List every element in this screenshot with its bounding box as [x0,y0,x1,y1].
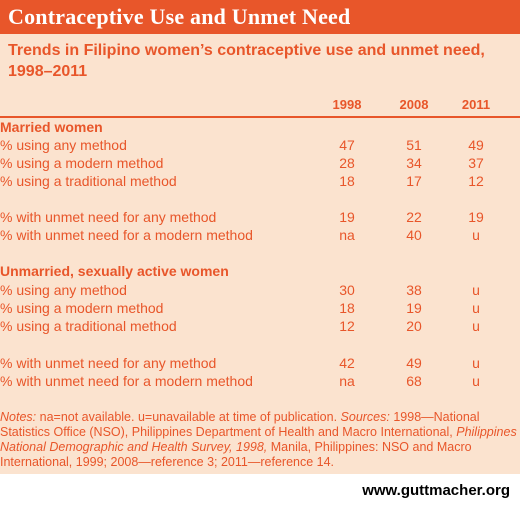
cell-value: 12 [339,318,355,334]
row-label: % using any method [0,282,127,298]
cell-value: 19 [406,300,422,316]
row-label: % using a modern method [0,155,164,171]
cell-value: 18 [339,173,355,189]
cell-value: 19 [468,209,484,225]
row-label: % with unmet need for any method [0,209,217,225]
row-label: % with unmet need for a modern method [0,227,253,243]
column-header-1998: 1998 [332,97,362,112]
cell-value: u [472,318,480,334]
column-header-2011: 2011 [461,97,491,112]
title-bar: Contraceptive Use and Unmet Need [0,0,520,34]
cell-value: 18 [339,300,355,316]
row-label: % using a modern method [0,300,164,316]
sources-text-1: 1998—National Statistics Office (NSO), P… [0,410,480,439]
cell-value: 49 [468,137,484,153]
cell-value: na [339,227,355,243]
cell-value: 42 [339,355,355,371]
cell-value: 19 [339,209,355,225]
cell-value: 40 [406,227,422,243]
section-heading: Married women [0,119,103,135]
cell-value: 17 [406,173,422,189]
column-header-2008: 2008 [399,97,429,112]
section-heading: Unmarried, sexually active women [0,263,229,279]
cell-value: 12 [468,173,484,189]
cell-value: u [472,300,480,316]
row-label: % using a traditional method [0,318,177,334]
row-label: % using any method [0,137,127,153]
table-row: % using a traditional method 18 17 12 [0,173,520,191]
notes-label: Notes: [0,410,37,424]
notes: Notes: na=not available. u=unavailable a… [0,410,518,470]
table-row: % with unmet need for a modern method na 6… [0,373,520,391]
table-row: % using a modern method 18 19 u [0,300,520,318]
cell-value: 51 [406,137,422,153]
cell-value: u [472,373,480,389]
sources-title: Philippines National Demographic and Hea… [0,425,517,454]
sources-label: Sources: [340,410,390,424]
cell-value: 37 [468,155,484,171]
cell-value: 20 [406,318,422,334]
table-row: % using any method 47 51 49 [0,137,520,155]
row-label: % with unmet need for any method [0,355,217,371]
table-row: % with unmet need for a modern method na 4… [0,227,520,245]
footer-url: www.guttmacher.org [362,482,510,499]
cell-value: 49 [406,355,422,371]
cell-value: u [472,227,480,243]
table-row: % with unmet need for any method 19 22 19 [0,209,520,227]
figure-subtitle: Trends in Filipino women’s contraceptive… [8,42,485,80]
cell-value: 28 [339,155,355,171]
cell-value: 34 [406,155,422,171]
figure-title: Contraceptive Use and Unmet Need [8,4,351,29]
table-row: % with unmet need for any method 42 49 u [0,355,520,373]
row-label: % with unmet need for a modern method [0,373,253,389]
cell-value: 30 [339,282,355,298]
table-row: % using a traditional method 12 20 u [0,318,520,336]
cell-value: 47 [339,137,355,153]
cell-value: na [339,373,355,389]
cell-value: 68 [406,373,422,389]
table-panel [0,34,520,474]
notes-text: na=not available. u=unavailable at time … [36,410,341,424]
row-label: % using a traditional method [0,173,177,189]
cell-value: u [472,282,480,298]
table-row: % using a modern method 28 34 37 [0,155,520,173]
cell-value: u [472,355,480,371]
cell-value: 38 [406,282,422,298]
sources-text-2: Manila, Philippines: NSO and Macro Inter… [0,440,472,469]
cell-value: 22 [406,209,422,225]
header-rule [0,116,520,118]
table-row: % using any method 30 38 u [0,282,520,300]
